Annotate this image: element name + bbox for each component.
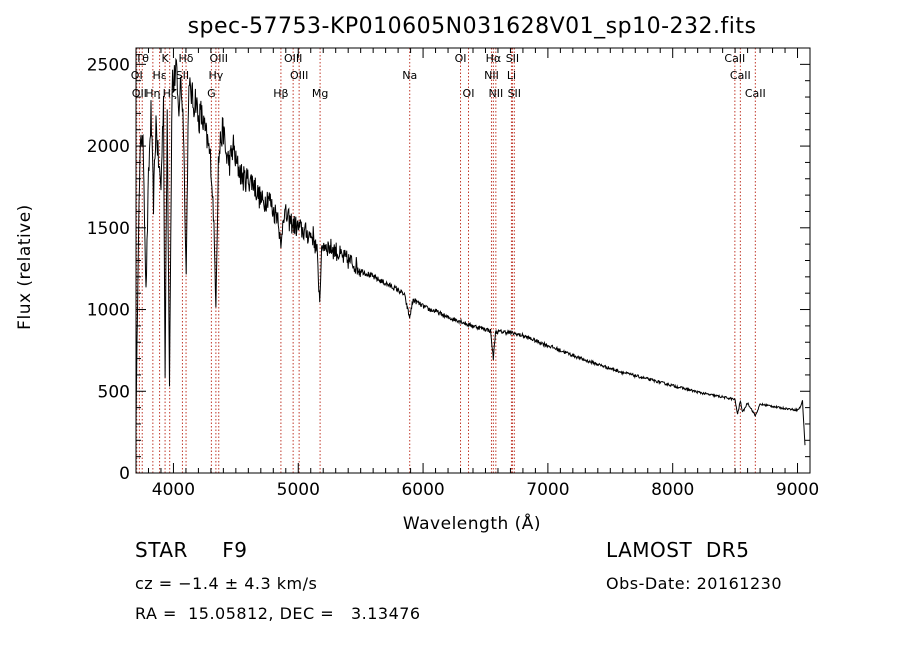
line-label: SII: [506, 52, 519, 65]
line-label: SII: [508, 87, 521, 100]
y-axis: 0 500 1000 1500 2000 2500: [87, 47, 810, 484]
spectral-line-markers: [136, 48, 756, 473]
line-label: SII: [176, 69, 189, 82]
line-label: Hζ: [163, 87, 177, 100]
line-label: Mg: [312, 87, 328, 100]
x-tick-label: 8000: [651, 480, 694, 500]
x-tick-label: 7000: [526, 480, 569, 500]
line-label: Li: [507, 69, 516, 82]
line-label: Hδ: [179, 52, 194, 65]
line-label: OI: [131, 69, 143, 82]
x-axis-label: Wavelength (Å): [403, 512, 541, 534]
line-label: Na: [402, 69, 417, 82]
chart-title: spec-57753-KP010605N031628V01_sp10-232.f…: [188, 14, 757, 39]
x-tick-label: 4000: [152, 480, 195, 500]
line-label: OI: [463, 87, 475, 100]
x-axis: 4000 5000 6000 7000 8000 9000: [135, 48, 819, 500]
line-label: OIII: [284, 52, 302, 65]
line-label: OI: [455, 52, 467, 65]
line-label: Hα: [486, 52, 502, 65]
x-tick-label: 5000: [277, 480, 320, 500]
line-label: NII: [484, 69, 499, 82]
redshift-cz: cz = −1.4 ± 4.3 km/s: [135, 574, 318, 593]
plot-frame: [135, 47, 811, 474]
y-tick-label: 0: [119, 464, 130, 484]
line-label: OIII: [290, 69, 308, 82]
line-label: CaII: [745, 87, 766, 100]
y-tick-label: 2500: [87, 55, 130, 75]
line-label: Hη: [145, 87, 160, 100]
x-tick-label: 6000: [401, 480, 444, 500]
line-label: CaII: [724, 52, 745, 65]
y-tick-label: 1000: [87, 301, 130, 321]
spectrum-line: [135, 57, 806, 446]
ra-dec-coordinates: RA = 15.05812, DEC = 3.13476: [135, 604, 421, 623]
line-label: Hβ: [273, 87, 288, 100]
line-label: Hγ: [208, 69, 223, 82]
y-tick-label: 1500: [87, 219, 130, 239]
line-label: K: [161, 52, 169, 65]
y-axis-label: Flux (relative): [15, 204, 35, 330]
survey-name: LAMOST DR5: [606, 538, 750, 562]
object-type: STAR F9: [135, 538, 248, 562]
line-label: NII: [488, 87, 503, 100]
line-label: CaII: [730, 69, 751, 82]
line-label: G: [207, 87, 216, 100]
y-tick-label: 500: [98, 382, 130, 402]
y-tick-label: 2000: [87, 137, 130, 157]
observation-date: Obs-Date: 20161230: [606, 574, 783, 593]
line-label: OIII: [210, 52, 228, 65]
line-label: Hε: [152, 69, 166, 82]
x-tick-label: 9000: [776, 480, 819, 500]
line-label: Tθ: [135, 52, 150, 65]
